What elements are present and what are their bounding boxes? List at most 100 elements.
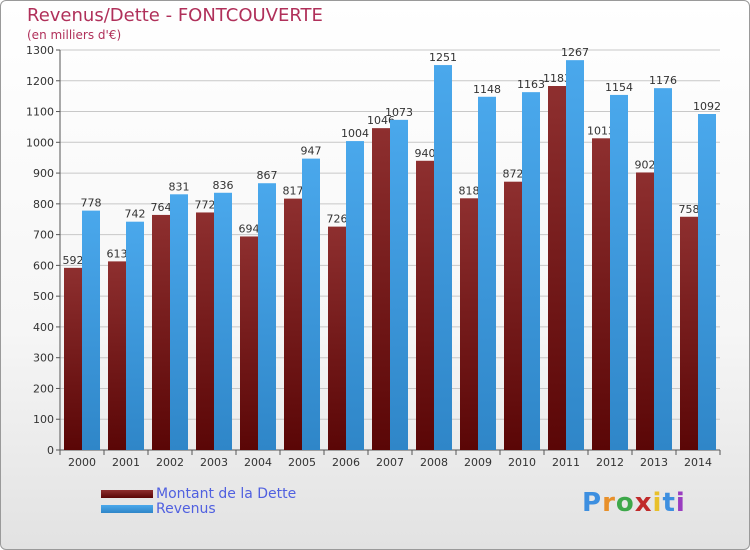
legend-swatch-revenus [101,504,153,513]
y-tick-label: 900 [33,167,54,180]
bar-dette [240,236,258,450]
x-tick-label: 2010 [508,456,536,469]
bar-revenus [610,94,628,450]
proxiti-logo: Proxiti [582,488,686,518]
bar-revenus [214,192,232,450]
data-label-dette: 694 [239,222,260,235]
x-tick-label: 2000 [68,456,96,469]
x-tick-label: 2005 [288,456,316,469]
bar-dette [636,172,654,450]
bar-dette [284,198,302,450]
x-tick-label: 2012 [596,456,624,469]
bar-revenus [522,92,540,451]
x-tick-label: 2007 [376,456,404,469]
data-label-revenus: 867 [257,169,278,182]
bar-revenus [170,194,188,450]
logo-letter: o [615,488,635,518]
y-tick-label: 1000 [26,136,54,149]
legend-item-dette: Montant de la Dette [101,486,296,502]
bar-dette [416,160,434,450]
data-label-dette: 758 [679,203,700,216]
data-label-revenus: 831 [169,180,190,193]
data-label-revenus: 1073 [385,106,413,119]
data-label-dette: 1183 [543,72,571,85]
y-tick-label: 200 [33,382,54,395]
bar-dette [548,86,566,450]
bar-revenus [302,158,320,450]
bar-dette [64,267,82,450]
y-tick-label: 600 [33,259,54,272]
x-tick-label: 2006 [332,456,360,469]
chart-subtitle: (en milliers d'€) [27,28,122,42]
logo-letter: P [582,488,603,518]
data-label-revenus: 1251 [429,51,457,64]
y-tick-label: 300 [33,352,54,365]
bar-revenus [390,119,408,450]
data-label-dette: 764 [151,201,172,214]
bar-dette [680,216,698,450]
bar-revenus [346,141,364,451]
y-tick-label: 400 [33,321,54,334]
y-tick-label: 100 [33,413,54,426]
x-tick-label: 2014 [684,456,712,469]
data-label-dette: 940 [415,147,436,160]
data-label-dette: 592 [63,254,84,267]
data-label-revenus: 1154 [605,81,633,94]
data-label-revenus: 742 [125,208,146,221]
bar-revenus [434,65,452,451]
y-tick-label: 1100 [26,106,54,119]
bar-dette [592,138,610,451]
y-tick-label: 0 [47,444,54,457]
logo-letter: r [602,488,616,518]
data-label-dette: 817 [283,185,304,198]
bar-revenus [566,60,584,451]
logo-letter: x [634,488,653,518]
bar-dette [504,181,522,450]
data-label-dette: 902 [635,158,656,171]
x-tick-label: 2011 [552,456,580,469]
x-tick-label: 2002 [156,456,184,469]
y-tick-label: 1300 [26,44,54,57]
bar-dette [108,261,126,450]
x-tick-label: 2013 [640,456,668,469]
x-tick-label: 2009 [464,456,492,469]
data-label-dette: 872 [503,168,524,181]
bar-dette [196,212,214,450]
data-label-revenus: 1267 [561,46,589,59]
x-tick-label: 2008 [420,456,448,469]
data-label-revenus: 1163 [517,78,545,91]
x-tick-label: 2003 [200,456,228,469]
logo-letter: i [675,488,686,518]
y-tick-label: 700 [33,229,54,242]
bar-revenus [126,221,144,450]
data-label-revenus: 1092 [693,100,721,113]
bar-dette [460,198,478,450]
legend-item-revenus: Revenus [101,501,296,517]
data-label-dette: 1013 [587,124,615,137]
bar-revenus [698,114,716,450]
data-label-revenus: 778 [81,197,102,210]
data-label-revenus: 1004 [341,127,369,140]
legend: Montant de la Dette Revenus [101,486,296,517]
y-tick-label: 500 [33,290,54,303]
chart-title: Revenus/Dette - FONTCOUVERTE [27,5,323,26]
y-tick-label: 800 [33,198,54,211]
bar-dette [152,214,170,450]
bar-revenus [478,96,496,451]
logo-letter: t [662,488,676,518]
data-label-dette: 1046 [367,114,395,127]
y-tick-label: 1200 [26,75,54,88]
data-label-revenus: 836 [213,179,234,192]
bar-dette [372,128,390,450]
data-label-dette: 772 [195,198,216,211]
x-tick-label: 2004 [244,456,272,469]
bar-revenus [82,210,100,450]
bar-revenus [258,183,276,450]
x-tick-label: 2001 [112,456,140,469]
data-label-revenus: 1176 [649,74,677,87]
logo-letter: i [652,488,663,518]
data-label-revenus: 1148 [473,83,501,96]
data-label-dette: 613 [107,247,128,260]
legend-swatch-dette [101,489,153,498]
